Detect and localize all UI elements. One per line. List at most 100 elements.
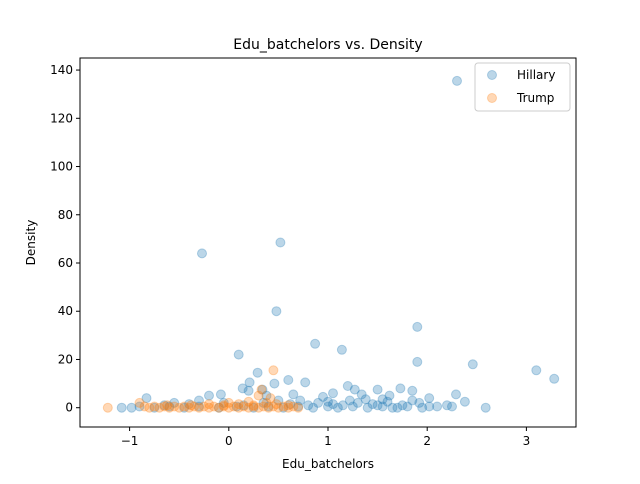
data-point-hillary [356,389,367,400]
data-point-hillary [323,396,333,407]
data-point-hillary [313,397,324,408]
data-point-hillary [417,402,428,413]
data-point-hillary [360,394,371,405]
data-point-hillary [467,359,478,370]
data-point-hillary [194,395,204,406]
data-point-hillary [328,388,338,399]
data-point-hillary [318,391,328,402]
y-tick-label: 100 [50,160,73,174]
data-point-hillary [407,395,418,406]
data-point-hillary [336,344,347,355]
data-point-trump [102,402,113,413]
data-point-hillary [278,402,289,413]
data-point-hillary [237,383,248,394]
data-point-hillary [233,349,244,360]
data-point-trump [223,397,234,408]
data-point-trump [228,401,239,412]
data-point-hillary [141,393,152,404]
data-point-trump [184,402,195,413]
x-tick-label: 3 [523,434,531,448]
series-trump [102,365,304,413]
data-point-trump [293,402,304,413]
data-point-hillary [218,397,229,408]
data-point-hillary [332,402,343,413]
legend-marker-trump [487,93,497,103]
data-point-trump [162,400,173,411]
data-point-hillary [258,397,269,408]
data-point-trump [164,402,175,413]
y-tick-label: 120 [50,111,73,125]
data-point-trump [243,402,254,413]
data-point-hillary [452,75,462,86]
data-point-trump [213,402,224,413]
x-tick-label: 2 [423,434,431,448]
data-point-hillary [204,390,214,401]
data-point-hillary [352,397,363,408]
data-point-hillary [252,367,263,378]
data-point-trump [248,401,259,412]
data-point-hillary [184,399,195,410]
data-point-trump [218,400,229,411]
data-point-hillary [480,402,491,413]
data-point-trump [283,402,294,413]
data-point-hillary [424,393,435,404]
data-point-trump [174,402,185,413]
series-hillary [116,75,560,413]
data-point-trump [233,399,244,410]
data-point-hillary [531,365,542,376]
data-point-trump [189,401,200,412]
data-point-hillary [244,377,255,388]
data-point-hillary [347,401,358,412]
data-point-hillary [197,248,207,259]
data-point-hillary [179,402,190,413]
data-point-hillary [269,378,280,389]
data-point-hillary [263,401,274,412]
data-point-hillary [387,402,398,413]
data-point-trump [273,402,284,413]
legend: Hillary Trump [474,62,571,112]
y-tick-label: 80 [58,208,73,222]
data-point-hillary [395,383,406,394]
data-point-trump [154,402,165,413]
data-point-hillary [459,396,470,407]
legend-marker-hillary [487,70,497,80]
data-point-hillary [295,395,306,406]
data-point-trump [233,402,244,413]
data-point-hillary [349,384,360,395]
data-point-trump [261,397,272,408]
data-point-hillary [372,400,383,411]
data-point-trump [139,401,150,412]
data-point-hillary [342,381,353,391]
data-point-hillary [126,402,137,413]
data-point-hillary [412,356,423,367]
data-point-hillary [372,384,383,395]
data-point-trump [194,402,204,413]
data-point-trump [271,399,282,410]
data-point-hillary [432,401,443,412]
data-point-hillary [310,338,321,349]
data-point-hillary [402,401,413,412]
data-point-trump [248,400,259,411]
data-point-hillary [367,399,378,410]
plot-frame [79,57,577,428]
data-point-trump [265,393,276,404]
data-point-trump [288,401,299,412]
data-point-hillary [288,389,299,400]
data-point-hillary [116,402,127,413]
data-point-trump [179,401,190,412]
data-point-trump [283,400,294,411]
data-point-hillary [337,400,348,411]
data-point-hillary [271,306,282,317]
data-point-trump [243,396,254,407]
y-tick-label: 40 [58,304,73,318]
y-tick-label: 0 [65,401,73,415]
data-point-trump [149,401,160,412]
x-tick-label: −1 [121,434,139,448]
legend-label-hillary: Hillary [517,68,555,82]
data-point-hillary [213,402,224,413]
data-point-trump [169,401,180,412]
data-point-hillary [164,401,175,412]
chart-title: Edu_batchelors vs. Density [233,37,422,53]
data-point-hillary [451,389,461,400]
